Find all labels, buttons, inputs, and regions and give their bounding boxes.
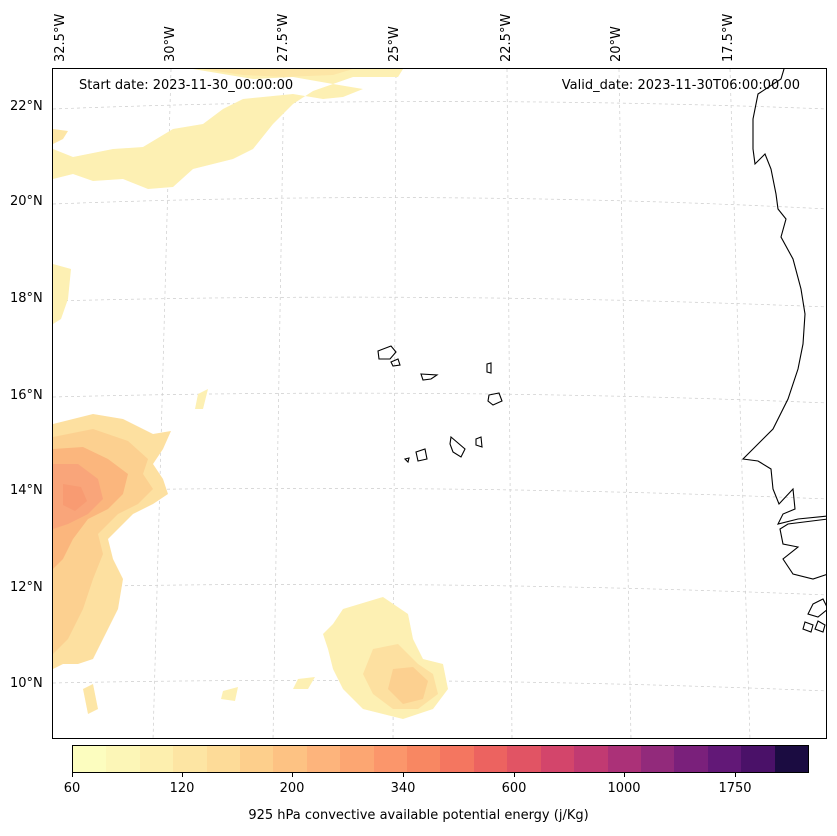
lat-line-22 bbox=[53, 102, 827, 110]
colorbar-swatch bbox=[574, 746, 607, 772]
colorbar-swatch bbox=[641, 746, 674, 772]
lon-line-22-5 bbox=[507, 69, 512, 739]
lat-label-20: 20°N bbox=[10, 194, 43, 209]
colorbar-tick-label: 340 bbox=[391, 781, 416, 796]
colorbar-swatch bbox=[374, 746, 407, 772]
colorbar-swatch bbox=[775, 746, 808, 772]
colorbar-tick bbox=[624, 773, 625, 777]
coastline-africa bbox=[743, 69, 827, 632]
colorbar-tick-label: 120 bbox=[170, 781, 195, 796]
colorbar-swatch bbox=[307, 746, 340, 772]
lat-label-22: 22°N bbox=[10, 99, 43, 114]
lat-line-12 bbox=[53, 584, 827, 595]
island-sao-nicolau bbox=[421, 374, 437, 380]
lat-label-18: 18°N bbox=[10, 291, 43, 306]
cape-fill-northern-band bbox=[53, 69, 403, 324]
colorbar-tick-label: 60 bbox=[64, 781, 81, 796]
colorbar-tick bbox=[514, 773, 515, 777]
cape-fill-western-cluster bbox=[53, 389, 208, 714]
island-santiago bbox=[450, 437, 465, 457]
lon-label-30: 30°W bbox=[163, 26, 178, 62]
lon-label-22-5: 22.5°W bbox=[499, 14, 514, 62]
valid-date-label: Valid_date: 2023-11-30T06:00:00.00 bbox=[562, 78, 800, 93]
colorbar-swatch bbox=[440, 746, 473, 772]
colorbar-swatch bbox=[507, 746, 540, 772]
coastline-islands bbox=[378, 346, 502, 462]
colorbar-swatch bbox=[741, 746, 774, 772]
colorbar-tick bbox=[735, 773, 736, 777]
cape-fill-southern-cluster bbox=[221, 597, 448, 719]
lon-label-32-5: 32.5°W bbox=[53, 14, 68, 62]
island-sao-vicente bbox=[391, 359, 400, 366]
west-africa-coast bbox=[743, 69, 827, 524]
lat-label-14: 14°N bbox=[10, 483, 43, 498]
start-date-label: Start date: 2023-11-30_00:00:00 bbox=[79, 78, 293, 93]
colorbar-tick bbox=[72, 773, 73, 777]
lat-label-12: 12°N bbox=[10, 580, 43, 595]
island-fogo bbox=[416, 449, 427, 461]
colorbar-tick bbox=[403, 773, 404, 777]
map-panel[interactable] bbox=[52, 68, 827, 739]
colorbar-tick bbox=[182, 773, 183, 777]
colorbar-swatch bbox=[73, 746, 106, 772]
colorbar-title: 925 hPa convective available potential e… bbox=[0, 808, 837, 823]
island-santo-antao bbox=[378, 346, 396, 359]
map-canvas bbox=[53, 69, 827, 739]
lat-line-14 bbox=[53, 488, 827, 499]
colorbar-swatch bbox=[273, 746, 306, 772]
lon-line-27-5 bbox=[273, 69, 284, 739]
lon-label-27-5: 27.5°W bbox=[276, 14, 291, 62]
colorbar-tick-label: 1000 bbox=[607, 781, 640, 796]
colorbar-swatch bbox=[608, 746, 641, 772]
colorbar bbox=[72, 745, 809, 773]
colorbar-swatch bbox=[240, 746, 273, 772]
bijagos-islands bbox=[803, 599, 827, 632]
island-maio bbox=[476, 437, 482, 447]
colorbar-swatch bbox=[207, 746, 240, 772]
colorbar-swatch bbox=[541, 746, 574, 772]
colorbar-swatch bbox=[173, 746, 206, 772]
colorbar-tick-label: 200 bbox=[280, 781, 305, 796]
island-boa-vista bbox=[488, 393, 502, 405]
lon-label-25: 25°W bbox=[387, 26, 402, 62]
lat-label-10: 10°N bbox=[10, 676, 43, 691]
colorbar-swatch bbox=[708, 746, 741, 772]
colorbar-swatch bbox=[674, 746, 707, 772]
lat-line-18 bbox=[53, 297, 827, 307]
guinea-coast bbox=[780, 519, 827, 579]
island-brava bbox=[405, 458, 409, 462]
lon-label-17-5: 17.5°W bbox=[721, 14, 736, 62]
lon-label-20: 20°W bbox=[609, 26, 624, 62]
lon-line-20 bbox=[619, 69, 631, 739]
lon-line-17-5 bbox=[730, 69, 750, 739]
colorbar-tick bbox=[292, 773, 293, 777]
colorbar-swatch bbox=[474, 746, 507, 772]
lat-label-16: 16°N bbox=[10, 388, 43, 403]
lat-line-16 bbox=[53, 393, 827, 403]
colorbar-swatch bbox=[340, 746, 373, 772]
island-sal bbox=[487, 363, 491, 373]
colorbar-swatch bbox=[407, 746, 440, 772]
colorbar-tick-label: 600 bbox=[502, 781, 527, 796]
colorbar-swatch bbox=[140, 746, 173, 772]
lat-line-20 bbox=[53, 198, 827, 209]
colorbar-tick-label: 1750 bbox=[718, 781, 751, 796]
colorbar-swatch bbox=[106, 746, 139, 772]
